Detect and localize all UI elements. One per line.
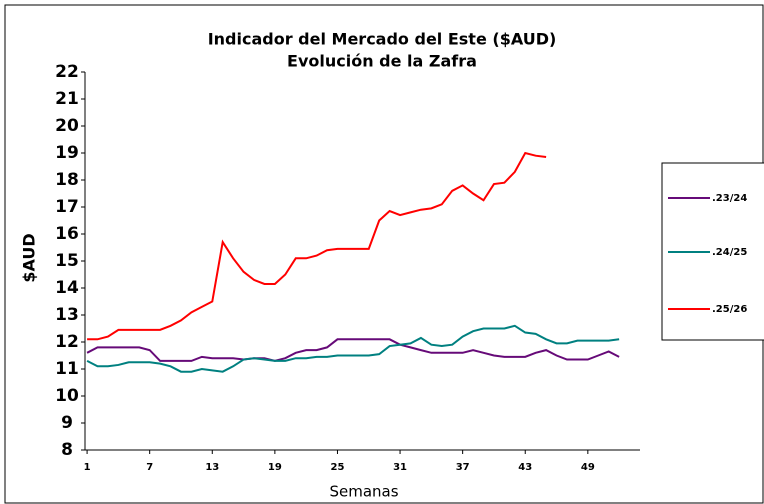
chart-subtitle: Evolución de la Zafra — [287, 52, 477, 71]
chart-border — [4, 4, 764, 504]
x-tick-label: 49 — [581, 462, 595, 473]
y-tick-label: 17 — [55, 197, 79, 217]
y-tick-label: 8 — [61, 440, 73, 460]
y-tick-label: 14 — [55, 278, 79, 298]
y-tick-label: 11 — [55, 359, 79, 379]
y-tick-label: 18 — [55, 170, 79, 190]
y-tick-label: 12 — [55, 332, 79, 352]
legend-label: .25/26 — [712, 304, 747, 315]
x-tick-label: 37 — [456, 462, 470, 473]
legend-label: .23/24 — [712, 193, 747, 204]
y-tick-label: 15 — [55, 251, 79, 271]
legend-label: .24/25 — [712, 247, 747, 258]
series-line — [87, 151, 547, 341]
x-tick-label: 31 — [393, 462, 407, 473]
y-tick-label: 10 — [55, 386, 79, 406]
y-axis-label: $AUD — [20, 233, 39, 282]
y-tick-label: 21 — [55, 89, 79, 109]
x-tick-label: 25 — [331, 462, 345, 473]
y-tick-label: 9 — [61, 413, 73, 433]
x-tick-label: 7 — [146, 462, 153, 473]
y-tick-label: 20 — [55, 116, 79, 136]
chart-title: Indicador del Mercado del Este ($AUD) — [208, 30, 557, 49]
x-tick-label: 13 — [205, 462, 219, 473]
x-tick-label: 1 — [84, 462, 91, 473]
x-tick-label: 19 — [268, 462, 282, 473]
x-tick-label: 43 — [518, 462, 532, 473]
series-line — [86, 338, 620, 362]
series-line — [86, 324, 620, 373]
y-tick-label: 16 — [55, 224, 79, 244]
y-tick-label: 22 — [55, 62, 79, 82]
y-tick-label: 13 — [55, 305, 79, 325]
y-tick-label: 19 — [55, 143, 79, 163]
x-axis-label: Semanas — [329, 483, 398, 501]
